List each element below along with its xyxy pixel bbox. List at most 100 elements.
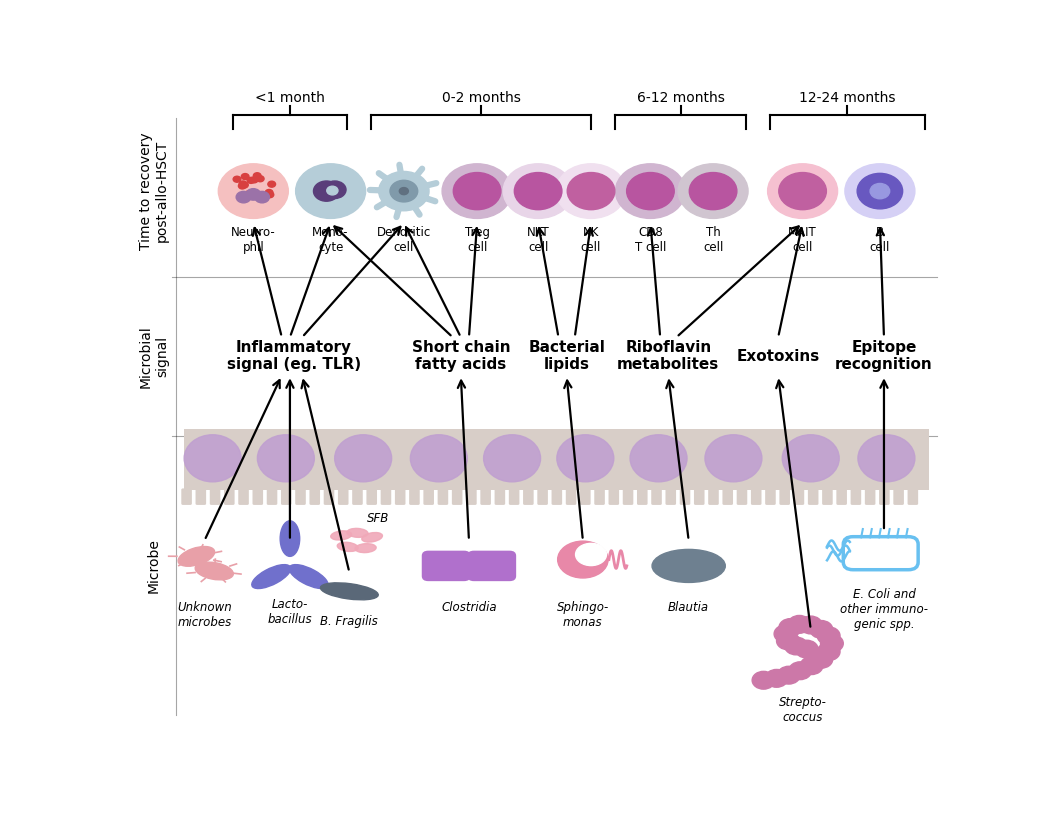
Text: B
cell: B cell bbox=[869, 226, 890, 254]
Circle shape bbox=[454, 172, 501, 210]
Text: Short chain
fatty acids: Short chain fatty acids bbox=[412, 340, 510, 372]
Text: Neutro-
phil: Neutro- phil bbox=[231, 226, 276, 254]
FancyBboxPatch shape bbox=[594, 488, 605, 505]
FancyBboxPatch shape bbox=[894, 488, 904, 505]
Ellipse shape bbox=[337, 542, 358, 551]
FancyBboxPatch shape bbox=[281, 488, 292, 505]
Circle shape bbox=[615, 164, 686, 219]
Text: Epitope
recognition: Epitope recognition bbox=[835, 340, 932, 372]
Circle shape bbox=[242, 173, 249, 180]
Ellipse shape bbox=[362, 532, 382, 542]
FancyBboxPatch shape bbox=[609, 488, 620, 505]
Text: Exotoxins: Exotoxins bbox=[736, 349, 820, 364]
Circle shape bbox=[817, 627, 840, 644]
Circle shape bbox=[768, 164, 838, 219]
FancyBboxPatch shape bbox=[323, 488, 334, 505]
Ellipse shape bbox=[575, 544, 607, 566]
Circle shape bbox=[800, 657, 823, 675]
Text: 6-12 months: 6-12 months bbox=[636, 91, 724, 105]
FancyBboxPatch shape bbox=[295, 488, 306, 505]
FancyBboxPatch shape bbox=[907, 488, 918, 505]
FancyBboxPatch shape bbox=[651, 488, 662, 505]
FancyBboxPatch shape bbox=[850, 488, 861, 505]
Circle shape bbox=[296, 164, 365, 219]
Text: 12-24 months: 12-24 months bbox=[799, 91, 896, 105]
Circle shape bbox=[678, 164, 748, 219]
Circle shape bbox=[514, 172, 562, 210]
Circle shape bbox=[765, 669, 788, 687]
Text: Riboflavin
metabolites: Riboflavin metabolites bbox=[617, 340, 719, 372]
Ellipse shape bbox=[320, 582, 378, 600]
Ellipse shape bbox=[630, 435, 687, 482]
FancyBboxPatch shape bbox=[438, 488, 448, 505]
Text: Inflammatory
signal (eg. TLR): Inflammatory signal (eg. TLR) bbox=[227, 340, 361, 372]
FancyBboxPatch shape bbox=[467, 550, 517, 581]
Circle shape bbox=[314, 181, 339, 201]
Circle shape bbox=[390, 181, 418, 202]
FancyBboxPatch shape bbox=[623, 488, 633, 505]
FancyBboxPatch shape bbox=[352, 488, 362, 505]
Ellipse shape bbox=[280, 521, 299, 556]
Ellipse shape bbox=[289, 564, 328, 588]
Circle shape bbox=[799, 616, 822, 634]
Circle shape bbox=[240, 182, 248, 188]
Circle shape bbox=[857, 173, 903, 209]
Text: B. Fragilis: B. Fragilis bbox=[320, 615, 378, 629]
Ellipse shape bbox=[782, 435, 839, 482]
Circle shape bbox=[789, 662, 812, 680]
Text: E. Coli and
other immuno-
genic spp.: E. Coli and other immuno- genic spp. bbox=[840, 588, 928, 631]
Circle shape bbox=[238, 183, 246, 189]
Text: Unknown
microbes: Unknown microbes bbox=[177, 601, 232, 629]
FancyBboxPatch shape bbox=[480, 488, 491, 505]
Circle shape bbox=[777, 632, 799, 650]
Ellipse shape bbox=[411, 435, 467, 482]
FancyBboxPatch shape bbox=[708, 488, 719, 505]
FancyBboxPatch shape bbox=[637, 488, 648, 505]
Circle shape bbox=[784, 637, 807, 655]
Circle shape bbox=[442, 164, 512, 219]
FancyBboxPatch shape bbox=[722, 488, 733, 505]
FancyBboxPatch shape bbox=[751, 488, 761, 505]
FancyBboxPatch shape bbox=[395, 488, 405, 505]
Circle shape bbox=[266, 190, 273, 196]
Circle shape bbox=[268, 182, 275, 187]
Ellipse shape bbox=[178, 546, 214, 566]
FancyBboxPatch shape bbox=[879, 488, 889, 505]
Text: Mono-
cyte: Mono- cyte bbox=[312, 226, 349, 254]
Circle shape bbox=[795, 640, 818, 658]
Circle shape bbox=[820, 634, 843, 653]
Text: MAIT
cell: MAIT cell bbox=[789, 226, 817, 254]
FancyBboxPatch shape bbox=[466, 488, 477, 505]
FancyBboxPatch shape bbox=[666, 488, 676, 505]
Ellipse shape bbox=[858, 435, 915, 482]
FancyBboxPatch shape bbox=[580, 488, 590, 505]
Circle shape bbox=[327, 186, 338, 195]
Circle shape bbox=[253, 172, 261, 179]
Text: NK
cell: NK cell bbox=[581, 226, 602, 254]
Circle shape bbox=[817, 643, 840, 661]
Circle shape bbox=[627, 172, 674, 210]
Text: Strepto-
coccus: Strepto- coccus bbox=[779, 696, 826, 724]
FancyBboxPatch shape bbox=[822, 488, 833, 505]
Circle shape bbox=[245, 191, 253, 197]
Text: Sphingo-
monas: Sphingo- monas bbox=[556, 601, 609, 629]
Circle shape bbox=[845, 164, 915, 219]
Text: <1 month: <1 month bbox=[255, 91, 324, 105]
FancyBboxPatch shape bbox=[694, 488, 705, 505]
FancyBboxPatch shape bbox=[538, 488, 548, 505]
Text: Clostridia: Clostridia bbox=[441, 601, 497, 614]
Circle shape bbox=[810, 650, 833, 668]
Ellipse shape bbox=[355, 544, 376, 553]
Circle shape bbox=[236, 191, 251, 203]
Circle shape bbox=[250, 191, 257, 196]
FancyBboxPatch shape bbox=[224, 488, 234, 505]
FancyBboxPatch shape bbox=[807, 488, 818, 505]
Text: Microbial
signal: Microbial signal bbox=[139, 325, 169, 388]
Circle shape bbox=[323, 181, 346, 199]
Text: SFB: SFB bbox=[366, 512, 388, 525]
Circle shape bbox=[266, 191, 274, 198]
Circle shape bbox=[246, 189, 260, 200]
FancyBboxPatch shape bbox=[338, 488, 349, 505]
Text: 0-2 months: 0-2 months bbox=[442, 91, 521, 105]
Text: Th
cell: Th cell bbox=[702, 226, 723, 254]
